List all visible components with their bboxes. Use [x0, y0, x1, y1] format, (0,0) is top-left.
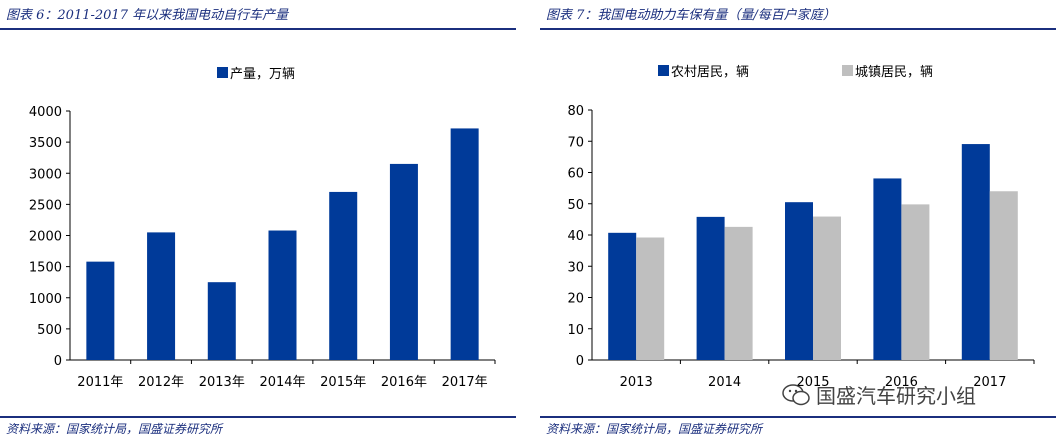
legend-label: 农村居民，辆 — [671, 65, 749, 80]
y-tick-label: 0 — [54, 354, 62, 369]
bar — [268, 230, 297, 360]
x-tick-label: 2013 — [620, 375, 653, 390]
bar — [636, 237, 665, 360]
left-chart-title: 图表 6：2011-2017 年以来我国电动自行车产量 — [6, 8, 289, 23]
x-tick-label: 2015年 — [320, 375, 366, 390]
bar — [207, 282, 236, 360]
y-tick-label: 50 — [567, 198, 584, 213]
y-tick-label: 30 — [567, 260, 584, 275]
bar — [785, 202, 813, 360]
x-tick-label: 2017年 — [442, 375, 488, 390]
y-tick-label: 500 — [37, 323, 62, 338]
wechat-watermark: 国盛汽车研究小组 — [782, 380, 976, 409]
left-top-rule — [0, 28, 516, 30]
watermark-text: 国盛汽车研究小组 — [816, 384, 976, 408]
bar — [696, 216, 725, 360]
right-chart-title: 图表 7：我国电动助力车保有量（量/每百户家庭） — [546, 8, 836, 23]
ownership-bar-chart: 0 10 20 30 40 50 60 70 80 2013 2014 2015 2016 2017 农村居… — [567, 65, 1035, 390]
bar — [450, 128, 479, 360]
x-tick-label: 2014年 — [259, 375, 305, 390]
x-tick-label: 2011年 — [77, 375, 123, 390]
bar — [989, 191, 1018, 360]
bar — [86, 261, 115, 360]
bar — [147, 232, 176, 360]
y-tick-label: 0 — [576, 354, 584, 369]
y-tick-label: 20 — [567, 292, 584, 307]
bar — [608, 232, 637, 360]
y-tick-label: 3000 — [29, 167, 62, 182]
y-tick-label: 4000 — [29, 105, 62, 120]
legend-swatch — [658, 65, 669, 76]
left-bottom-rule — [0, 416, 516, 418]
y-tick-label: 1500 — [29, 261, 62, 276]
legend-swatch — [842, 65, 853, 76]
bar — [873, 178, 902, 360]
bar — [813, 216, 841, 360]
x-tick-label: 2013年 — [199, 375, 245, 390]
x-tick-label: 2016年 — [381, 375, 427, 390]
legend-label: 城镇居民，辆 — [855, 65, 933, 80]
y-tick-label: 2500 — [29, 198, 62, 213]
left-chart-panel: 图表 6：2011-2017 年以来我国电动自行车产量 0 500 1000 1500… — [0, 0, 516, 442]
right-top-rule — [540, 28, 1056, 30]
bar — [901, 204, 930, 360]
production-bar-chart: 0 500 1000 1500 2000 2500 3000 3500 4000 2011年 201… — [29, 67, 496, 390]
right-bottom-rule — [540, 416, 1056, 418]
bar — [329, 191, 358, 360]
left-source-note: 资料来源：国家统计局，国盛证券研究所 — [6, 422, 223, 436]
right-chart-panel: 图表 7：我国电动助力车保有量（量/每百户家庭） 0 10 20 30 40 50 60 70… — [540, 0, 1056, 442]
x-tick-label: 2014 — [708, 375, 741, 390]
y-tick-label: 1000 — [29, 292, 62, 307]
x-tick-label: 2015 — [796, 375, 829, 390]
x-tick-label: 2017 — [973, 375, 1006, 390]
wechat-icon — [782, 383, 810, 405]
bar — [389, 163, 418, 360]
x-tick-label: 2012年 — [138, 375, 184, 390]
right-source-note: 资料来源：国家统计局，国盛证券研究所 — [546, 422, 763, 436]
y-tick-label: 70 — [567, 135, 584, 150]
bar — [961, 144, 990, 360]
legend-label: 产量，万辆 — [230, 67, 295, 82]
y-tick-label: 60 — [567, 167, 584, 182]
y-tick-label: 80 — [567, 104, 584, 119]
bar — [724, 226, 753, 360]
x-tick-label: 2016 — [885, 375, 918, 390]
y-tick-label: 40 — [567, 229, 584, 244]
y-tick-label: 3500 — [29, 136, 62, 151]
y-tick-label: 2000 — [29, 230, 62, 245]
y-tick-label: 10 — [567, 323, 584, 338]
legend-swatch — [217, 67, 228, 78]
